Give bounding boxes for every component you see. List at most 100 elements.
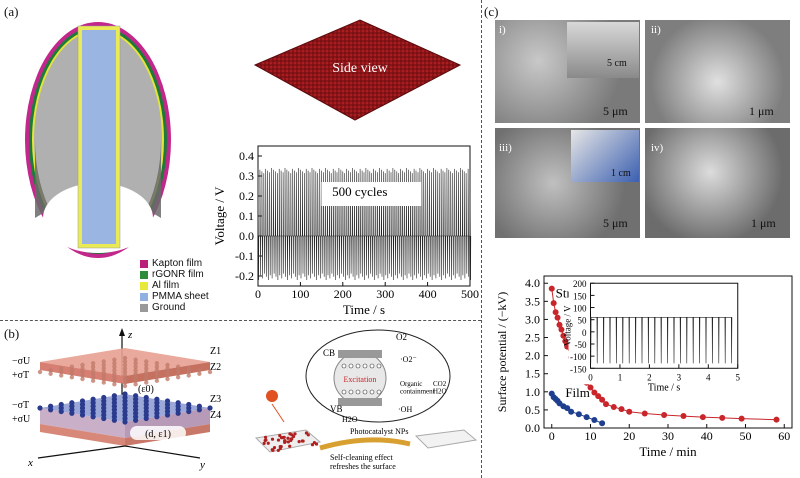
surface-dot [101, 359, 106, 364]
surface-dot [122, 369, 128, 375]
series-point-1 [564, 405, 571, 412]
axis-z-label: z [127, 329, 133, 341]
nanoparticle-dot [271, 448, 275, 452]
sem-scale-2: 1 μm [749, 104, 774, 118]
series-point-0 [558, 326, 565, 333]
surface-dot [101, 362, 106, 368]
surface-dot [133, 371, 138, 376]
surface-dot [175, 368, 181, 373]
surface-dot [112, 378, 117, 383]
electron-dot [362, 363, 368, 369]
surface-dot [143, 394, 149, 401]
surface-dot [90, 375, 96, 380]
surface-dot [101, 369, 106, 375]
sigma-label-4: +σU [12, 414, 31, 425]
surface-dot [48, 403, 54, 409]
nanoparticle-dot [293, 432, 297, 436]
surface-dot [165, 373, 170, 378]
surface-dot [133, 368, 138, 373]
surface-dot [207, 405, 213, 411]
surface-dot [165, 366, 170, 371]
electron-dot [376, 363, 382, 369]
y-tick-label: 200 [573, 279, 587, 289]
annotation-box [321, 182, 422, 206]
surface-dot [197, 368, 202, 373]
surface-dot [59, 366, 64, 371]
series-point-0 [587, 384, 594, 391]
surface-dot [112, 368, 117, 373]
side-view-surface: Side view [253, 19, 462, 121]
hole-dot [362, 389, 368, 395]
excitation-label: Excitation [344, 375, 377, 384]
series-point-0 [556, 321, 563, 328]
sigma-label-1: −σU [12, 356, 31, 367]
series-point-0 [738, 415, 745, 422]
x-tick-label: 0 [255, 287, 261, 301]
surface-dot [112, 364, 117, 369]
series-point-0 [603, 401, 609, 408]
electron-dot [341, 363, 347, 369]
electron-dot [355, 363, 361, 369]
surface-dot [112, 357, 117, 362]
legend-label: Al film [152, 280, 180, 291]
nanoparticle-dot [286, 436, 290, 440]
legend-item-1: rGONR film [140, 269, 204, 280]
y-tick-label: -50 [575, 340, 587, 350]
surface-dot [197, 371, 202, 376]
surface-dot [133, 393, 139, 399]
y-axis-label: Voltage / V [212, 186, 227, 245]
legend-item-4: Ground [140, 302, 185, 313]
series-point-1 [591, 417, 598, 424]
nanoparticle-dot [288, 444, 292, 448]
layer-label: (d, ε1) [145, 429, 171, 440]
surface-dot [59, 373, 64, 378]
x-tick-label: 2 [647, 372, 652, 382]
x-tick-label: 60 [778, 429, 790, 443]
surface-dot [122, 355, 128, 361]
y-axis-label: Surface potential / (−kV) [495, 292, 509, 412]
legend-label: Kapton film [152, 258, 203, 269]
surface-dot [133, 361, 138, 366]
divider-horizontal [0, 320, 481, 321]
surface-dot [154, 361, 160, 366]
nanoparticle-dot [266, 441, 270, 445]
x-tick-label: 1 [618, 372, 623, 382]
surface-dot [69, 368, 75, 373]
surface-dot [133, 364, 138, 369]
surface-dot [79, 398, 86, 404]
nanoparticle-dot [300, 439, 304, 443]
x-tick-label: 300 [376, 287, 394, 301]
surface-dot [133, 375, 138, 380]
y-tick-label: 1.5 [525, 367, 540, 381]
x-tick-label: 20 [623, 429, 635, 443]
sigma-label-3: −σT [12, 400, 29, 411]
z-label-1: Z1 [210, 346, 221, 357]
panel-b-label: (b) [4, 326, 20, 341]
series-point-0 [562, 338, 569, 345]
surface-dot [144, 369, 149, 375]
surface-dot [90, 364, 96, 369]
x-tick-label: 3 [677, 372, 682, 382]
gap-label: (ε0) [138, 384, 154, 395]
axis-x-label: x [27, 457, 33, 469]
sigma-label-2: +σT [12, 370, 29, 381]
nanoparticle-dot [276, 438, 281, 442]
surface-dot [175, 371, 181, 376]
device-schematic [25, 22, 171, 258]
series-point-0 [554, 314, 561, 321]
z-label-3: Z3 [210, 394, 221, 405]
y-tick-label: -100 [570, 352, 587, 362]
surface-dot [90, 361, 96, 366]
x-tick-label: 0 [588, 372, 593, 382]
nanoparticle-dot [278, 434, 282, 438]
legend-item-0: Kapton film [140, 258, 202, 269]
surface-dot [122, 366, 128, 371]
surface-dot [69, 400, 75, 406]
surface-dot [144, 362, 149, 368]
surface-dot [144, 359, 149, 364]
z-label-2: Z2 [210, 362, 221, 373]
surface-dot [144, 373, 149, 378]
surface-dot [175, 364, 181, 369]
hole-dot [369, 389, 375, 395]
surface-dot [122, 376, 128, 382]
